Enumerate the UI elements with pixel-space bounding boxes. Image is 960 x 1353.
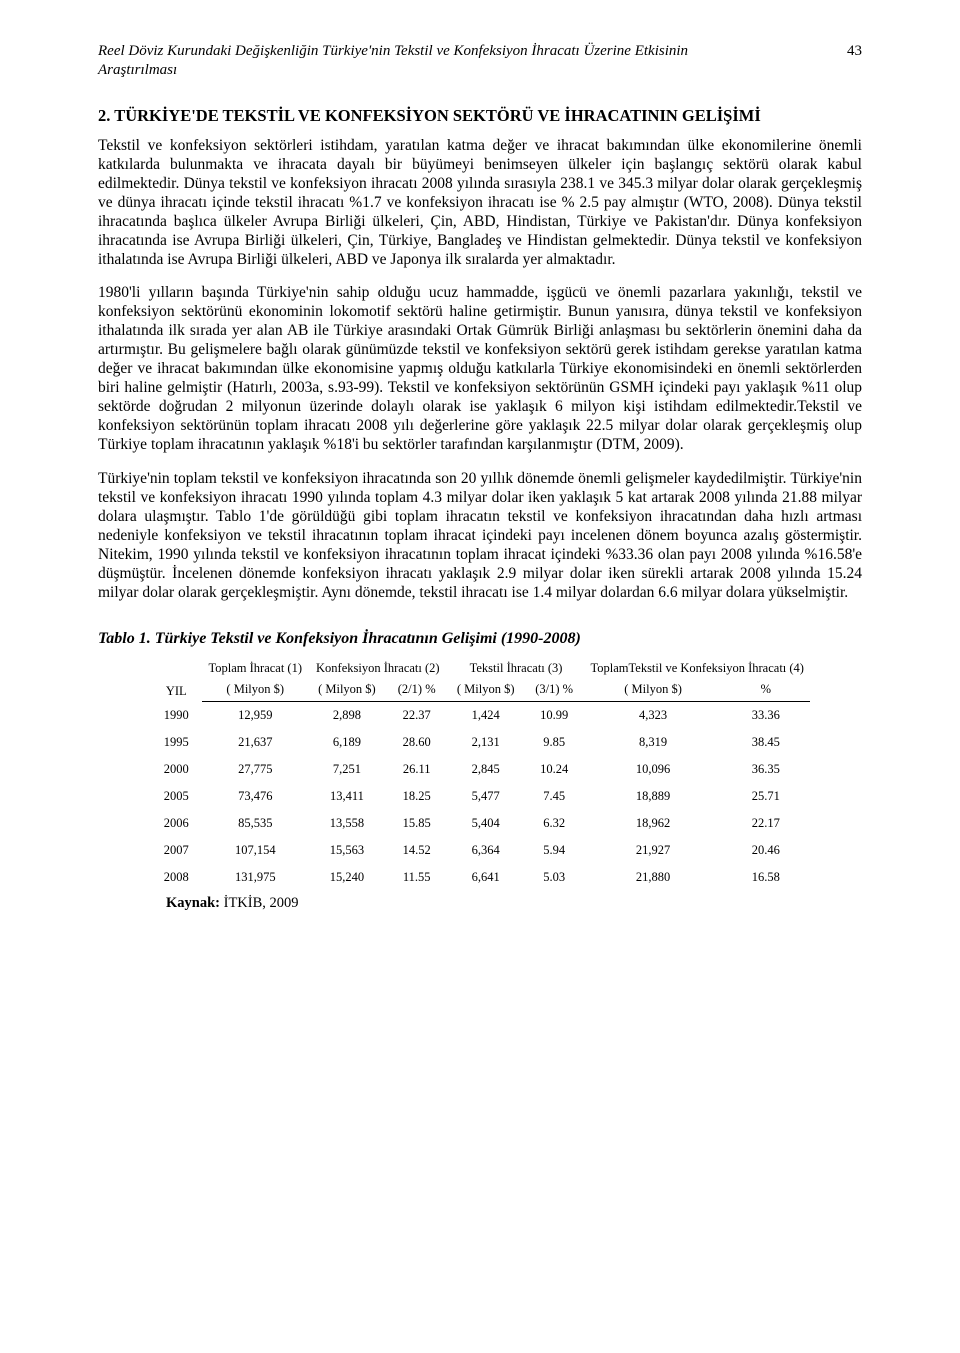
- table-body: 199012,9592,89822.371,42410.994,32333.36…: [150, 701, 810, 891]
- table-cell: 2,845: [448, 756, 524, 783]
- table-row: 2008131,97515,24011.556,6415.0321,88016.…: [150, 864, 810, 891]
- table-cell: 7.45: [524, 783, 585, 810]
- table-cell: 16.58: [722, 864, 810, 891]
- table-cell: 18,889: [584, 783, 721, 810]
- col-header-group: ToplamTekstil ve Konfeksiyon İhracatı (4…: [584, 658, 810, 678]
- table-cell: 2,898: [308, 701, 386, 729]
- table-cell: 6.32: [524, 810, 585, 837]
- col-header-group: Toplam İhracat (1): [202, 658, 308, 678]
- page-number: 43: [847, 42, 862, 61]
- table-cell: 21,927: [584, 837, 721, 864]
- table-cell: 18.25: [386, 783, 448, 810]
- table-cell: 1,424: [448, 701, 524, 729]
- col-header-unit: (2/1) %: [386, 678, 448, 702]
- table-cell: 20.46: [722, 837, 810, 864]
- table-row: 199012,9592,89822.371,42410.994,32333.36: [150, 701, 810, 729]
- table-cell: 9.85: [524, 729, 585, 756]
- table-cell: 4,323: [584, 701, 721, 729]
- table-cell: 6,641: [448, 864, 524, 891]
- table-cell: 15,563: [308, 837, 386, 864]
- table-cell: 36.35: [722, 756, 810, 783]
- paragraph: 1980'li yılların başında Türkiye'nin sah…: [98, 283, 862, 455]
- table-cell: 8,319: [584, 729, 721, 756]
- table-cell: 13,558: [308, 810, 386, 837]
- table-cell: 28.60: [386, 729, 448, 756]
- table-cell: 6,364: [448, 837, 524, 864]
- table-cell: 38.45: [722, 729, 810, 756]
- col-header-group: Konfeksiyon İhracatı (2): [308, 658, 448, 678]
- table-cell: 21,880: [584, 864, 721, 891]
- table-cell: 5.94: [524, 837, 585, 864]
- table-header-groups: YIL Toplam İhracat (1)Konfeksiyon İhraca…: [150, 658, 810, 678]
- source-text: İTKİB, 2009: [220, 895, 299, 911]
- col-header-unit: ( Milyon $): [448, 678, 524, 702]
- table-caption: Tablo 1. Türkiye Tekstil ve Konfeksiyon …: [98, 630, 862, 648]
- table-cell: 2007: [150, 837, 202, 864]
- table-cell: 27,775: [202, 756, 308, 783]
- table-cell: 12,959: [202, 701, 308, 729]
- col-header-group: Tekstil İhracatı (3): [448, 658, 585, 678]
- table-row: 200573,47613,41118.255,4777.4518,88925.7…: [150, 783, 810, 810]
- table-cell: 22.37: [386, 701, 448, 729]
- table-cell: 15.85: [386, 810, 448, 837]
- running-title: Reel Döviz Kurundaki Değişkenliğin Türki…: [98, 42, 718, 80]
- table-cell: 131,975: [202, 864, 308, 891]
- table-cell: 33.36: [722, 701, 810, 729]
- table-cell: 73,476: [202, 783, 308, 810]
- source-label: Kaynak:: [166, 895, 220, 911]
- table-cell: 10.24: [524, 756, 585, 783]
- col-header-unit: ( Milyon $): [308, 678, 386, 702]
- table-source: Kaynak: İTKİB, 2009: [166, 895, 862, 912]
- data-table: YIL Toplam İhracat (1)Konfeksiyon İhraca…: [150, 658, 810, 891]
- table-cell: 11.55: [386, 864, 448, 891]
- table-cell: 14.52: [386, 837, 448, 864]
- table-cell: 1995: [150, 729, 202, 756]
- table-cell: 15,240: [308, 864, 386, 891]
- table-caption-text: Türkiye Tekstil ve Konfeksiyon İhracatın…: [151, 630, 581, 647]
- table-container: YIL Toplam İhracat (1)Konfeksiyon İhraca…: [98, 658, 862, 891]
- table-row: 2007107,15415,56314.526,3645.9421,92720.…: [150, 837, 810, 864]
- table-cell: 2000: [150, 756, 202, 783]
- section-heading: 2. TÜRKİYE'DE TEKSTİL VE KONFEKSİYON SEK…: [98, 106, 862, 126]
- table-cell: 7,251: [308, 756, 386, 783]
- table-cell: 26.11: [386, 756, 448, 783]
- table-cell: 6,189: [308, 729, 386, 756]
- table-cell: 13,411: [308, 783, 386, 810]
- col-header-year: YIL: [150, 658, 202, 702]
- table-cell: 5,404: [448, 810, 524, 837]
- table-cell: 1990: [150, 701, 202, 729]
- table-cell: 21,637: [202, 729, 308, 756]
- table-caption-label: Tablo 1.: [98, 630, 151, 647]
- table-cell: 5.03: [524, 864, 585, 891]
- table-cell: 2006: [150, 810, 202, 837]
- table-cell: 22.17: [722, 810, 810, 837]
- table-cell: 2,131: [448, 729, 524, 756]
- table-cell: 2008: [150, 864, 202, 891]
- paragraph: Tekstil ve konfeksiyon sektörleri istihd…: [98, 136, 862, 269]
- table-cell: 5,477: [448, 783, 524, 810]
- table-row: 200027,7757,25126.112,84510.2410,09636.3…: [150, 756, 810, 783]
- col-header-unit: ( Milyon $): [584, 678, 721, 702]
- page: Reel Döviz Kurundaki Değişkenliğin Türki…: [0, 0, 960, 1353]
- col-header-unit: %: [722, 678, 810, 702]
- table-cell: 85,535: [202, 810, 308, 837]
- running-header: Reel Döviz Kurundaki Değişkenliğin Türki…: [98, 42, 862, 80]
- table-cell: 10,096: [584, 756, 721, 783]
- table-cell: 10.99: [524, 701, 585, 729]
- paragraph: Türkiye'nin toplam tekstil ve konfeksiyo…: [98, 469, 862, 602]
- table-cell: 2005: [150, 783, 202, 810]
- col-header-unit: (3/1) %: [524, 678, 585, 702]
- col-header-unit: ( Milyon $): [202, 678, 308, 702]
- table-row: 200685,53513,55815.855,4046.3218,96222.1…: [150, 810, 810, 837]
- table-cell: 25.71: [722, 783, 810, 810]
- table-cell: 18,962: [584, 810, 721, 837]
- table-header-units: ( Milyon $)( Milyon $)(2/1) %( Milyon $)…: [150, 678, 810, 702]
- table-cell: 107,154: [202, 837, 308, 864]
- table-row: 199521,6376,18928.602,1319.858,31938.45: [150, 729, 810, 756]
